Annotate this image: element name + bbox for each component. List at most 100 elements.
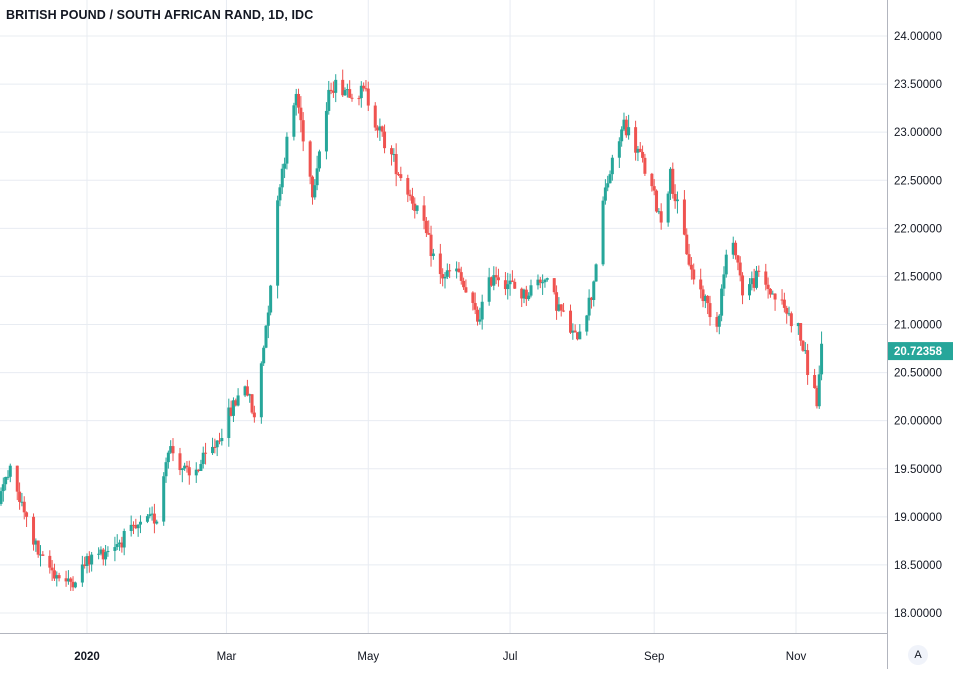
candle-body bbox=[703, 295, 707, 302]
candle-up bbox=[620, 126, 624, 147]
candle-body bbox=[138, 521, 142, 525]
candle-down bbox=[185, 461, 189, 473]
candle-body bbox=[455, 268, 459, 272]
candle-up bbox=[480, 294, 484, 330]
candle-body bbox=[115, 544, 119, 548]
candle-down bbox=[555, 285, 559, 320]
candle-up bbox=[527, 292, 531, 301]
candle-down bbox=[801, 340, 805, 352]
candle-body bbox=[380, 126, 384, 132]
candle-body bbox=[438, 253, 442, 275]
candle-body bbox=[750, 278, 754, 285]
candle-up bbox=[34, 538, 38, 552]
candle-body bbox=[524, 289, 528, 300]
candle-body bbox=[22, 501, 26, 513]
candle-body bbox=[104, 552, 108, 560]
candle-body bbox=[771, 293, 775, 295]
candle-body bbox=[297, 93, 301, 108]
candle-down bbox=[766, 277, 770, 299]
candle-up bbox=[85, 553, 89, 574]
candle-body bbox=[643, 157, 647, 174]
candle-down bbox=[131, 521, 135, 535]
candle-down bbox=[510, 270, 514, 283]
candle-body bbox=[815, 388, 819, 407]
candle-body bbox=[715, 317, 719, 327]
candle-body bbox=[101, 549, 105, 560]
candle-down bbox=[736, 254, 740, 271]
candle-body bbox=[569, 310, 573, 333]
candle-up bbox=[20, 492, 24, 507]
candle-body bbox=[692, 269, 696, 280]
candle-body bbox=[187, 467, 191, 476]
candle-body bbox=[459, 272, 463, 281]
candle-body bbox=[73, 582, 77, 588]
candle-up bbox=[122, 528, 126, 556]
candle-body bbox=[408, 194, 412, 197]
candle-body bbox=[250, 394, 254, 413]
candle-up bbox=[627, 114, 631, 140]
auto-scale-button[interactable]: A bbox=[908, 645, 928, 665]
candle-body bbox=[424, 220, 428, 234]
candle-body bbox=[280, 168, 284, 188]
candle-body bbox=[113, 547, 117, 551]
candle-body bbox=[348, 89, 352, 98]
candle-down bbox=[71, 576, 75, 591]
candle-up bbox=[155, 519, 159, 525]
candle-body bbox=[666, 193, 670, 223]
candle-body bbox=[327, 89, 331, 111]
candle-down bbox=[659, 203, 663, 230]
candle-body bbox=[624, 119, 628, 136]
candle-up bbox=[415, 205, 419, 215]
candle-body bbox=[799, 323, 803, 341]
candle-up bbox=[104, 545, 108, 566]
candle-up bbox=[720, 284, 724, 322]
candle-body bbox=[552, 278, 556, 293]
y-tick-label: 23.00000 bbox=[894, 127, 942, 139]
candle-up bbox=[392, 148, 396, 162]
candle-body bbox=[464, 287, 468, 293]
candle-down bbox=[692, 263, 696, 285]
candle-body bbox=[699, 279, 703, 290]
candle-up bbox=[543, 278, 547, 288]
candle-down bbox=[789, 311, 793, 333]
candle-up bbox=[262, 345, 266, 366]
candle-up bbox=[731, 236, 735, 259]
candle-body bbox=[234, 400, 238, 406]
candle-body bbox=[541, 282, 545, 284]
candle-body bbox=[782, 299, 786, 308]
candle-body bbox=[183, 465, 187, 469]
candle-down bbox=[773, 293, 777, 311]
candle-down bbox=[25, 511, 29, 527]
last-price-label: 20.72358 bbox=[888, 342, 953, 361]
candle-body bbox=[366, 88, 370, 106]
candle-up bbox=[150, 506, 154, 521]
candle-body bbox=[610, 157, 614, 175]
candle-down bbox=[331, 81, 335, 98]
candle-up bbox=[313, 179, 317, 200]
candle-up bbox=[717, 314, 721, 335]
candle-body bbox=[627, 127, 631, 136]
candle-down bbox=[299, 96, 303, 133]
candle-down bbox=[764, 263, 768, 291]
candle-down bbox=[18, 482, 22, 510]
candle-down bbox=[699, 268, 703, 299]
candle-body bbox=[757, 270, 761, 272]
candle-body bbox=[817, 374, 821, 407]
candle-down bbox=[782, 292, 786, 313]
candle-down bbox=[301, 112, 305, 152]
candle-body bbox=[331, 91, 335, 93]
candle-up bbox=[796, 322, 800, 335]
candle-up bbox=[183, 462, 187, 471]
candle-down bbox=[752, 268, 756, 292]
candle-down bbox=[689, 257, 693, 280]
candles bbox=[0, 69, 824, 591]
candle-down bbox=[624, 115, 628, 138]
candle-up bbox=[283, 157, 287, 179]
candle-body bbox=[655, 190, 659, 212]
candle-up bbox=[231, 397, 235, 423]
candle-body bbox=[148, 514, 152, 517]
candle-up bbox=[748, 278, 752, 301]
candle-up bbox=[334, 74, 338, 103]
